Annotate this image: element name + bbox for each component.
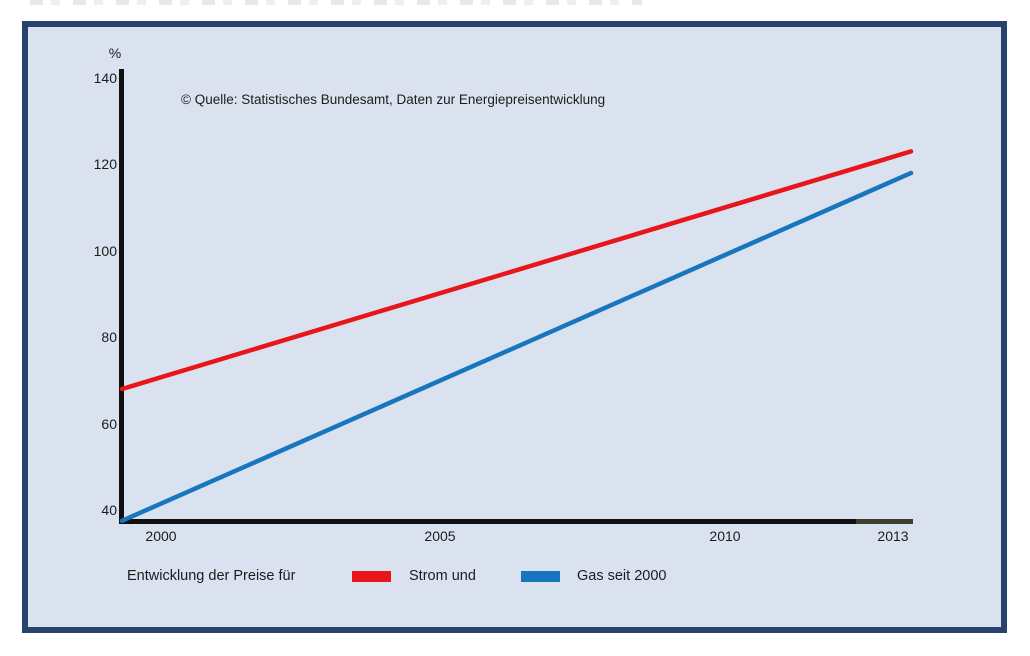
source-note: © Quelle: Statistisches Bundesamt, Daten…: [181, 92, 606, 107]
x-tick-label-2010: 2010: [709, 528, 741, 544]
y-tick-label-80: 80: [101, 329, 117, 345]
y-tick-label-40: 40: [101, 502, 117, 518]
x-tick-label-2005: 2005: [424, 528, 456, 544]
strom-legend-swatch: [352, 571, 391, 582]
legend-prefix-label: Entwicklung der Preise für: [127, 568, 296, 584]
y-tick-label-100: 100: [93, 243, 117, 259]
strom-legend-label: Strom und: [409, 568, 476, 584]
x-tick-label-2000: 2000: [145, 528, 177, 544]
y-tick-label-140: 140: [93, 70, 117, 86]
y-axis-unit-label: %: [108, 45, 122, 61]
cropped-text-artifact: [30, 0, 642, 5]
gas-legend-label: Gas seit 2000: [577, 568, 667, 584]
y-tick-label-60: 60: [101, 416, 117, 432]
x-axis-end-segment: [856, 519, 913, 524]
gas-legend-swatch: [521, 571, 560, 582]
x-axis-line: [119, 519, 913, 524]
y-tick-label-120: 120: [93, 156, 117, 172]
x-tick-label-2013: 2013: [877, 528, 909, 544]
y-axis-line: [119, 69, 124, 524]
